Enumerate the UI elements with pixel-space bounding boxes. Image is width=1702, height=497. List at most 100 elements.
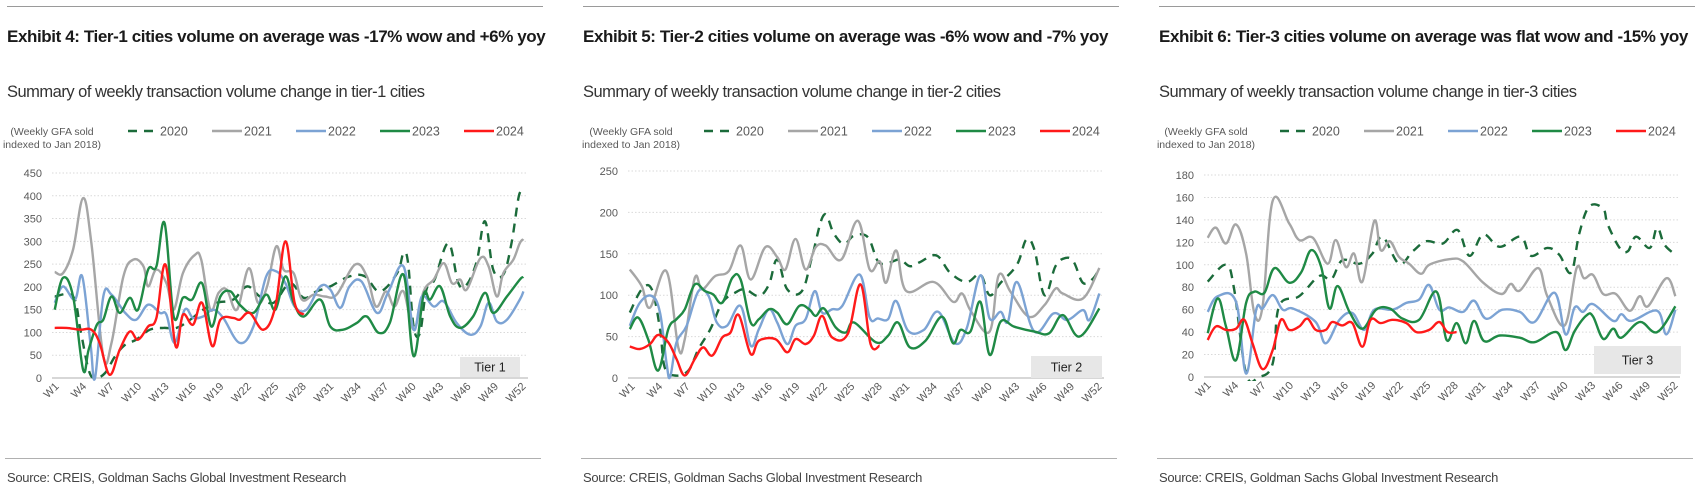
y-tick-label: 100 [24, 327, 42, 339]
x-tick-label: W7 [1248, 380, 1268, 400]
x-tick-label: W19 [202, 381, 226, 405]
y-tick-label: 140 [1176, 215, 1194, 227]
top-divider [583, 6, 1119, 7]
legend-label: 2024 [496, 125, 524, 139]
exhibit-subtitle: Summary of weekly transaction volume cha… [583, 83, 1001, 101]
series-line-2023 [53, 220, 525, 374]
x-tick-label: W22 [805, 381, 829, 405]
legend-label: 2020 [160, 125, 188, 139]
series-line-2023 [1206, 248, 1677, 362]
y-tick-label: 350 [24, 214, 42, 226]
x-tick-label: W40 [394, 381, 418, 405]
legend-item-2020: 2020 [1280, 125, 1340, 139]
legend-item-2021: 2021 [788, 125, 848, 139]
source-note: Source: CREIS, Goldman Sachs Global Inve… [583, 470, 922, 485]
x-tick-label: W16 [751, 381, 775, 405]
x-tick-label: W31 [1464, 380, 1488, 404]
x-tick-label: W31 [888, 381, 912, 405]
x-tick-label: W19 [778, 381, 802, 405]
tier-label: Tier 1 [474, 361, 506, 375]
y-tick-label: 0 [612, 373, 618, 385]
x-tick-label: W34 [1491, 380, 1515, 404]
y-tick-label: 200 [600, 207, 618, 219]
x-tick-label: W34 [339, 381, 363, 405]
series-line-2022 [628, 273, 1101, 380]
y-tick-label: 20 [1182, 350, 1194, 362]
y-tick-label: 400 [24, 191, 42, 203]
legend-item-2024: 2024 [1616, 125, 1676, 139]
x-tick-label: W25 [257, 381, 281, 405]
y-tick-label: 40 [1182, 327, 1194, 339]
series-line-2024 [54, 240, 305, 376]
series-line-2024 [629, 283, 881, 377]
legend-label: 2023 [412, 125, 440, 139]
x-tick-label: W34 [915, 381, 939, 405]
x-tick-label: W1 [42, 381, 62, 401]
x-tick-label: W13 [723, 381, 747, 405]
tier-label-box [1594, 346, 1681, 374]
y-axis-unit-label: (Weekly GFA sold indexed to Jan 2018) [1156, 126, 1256, 151]
x-tick-label: W13 [147, 381, 171, 405]
legend-item-2024: 2024 [1040, 125, 1100, 139]
series-line-2020 [628, 213, 1101, 377]
y-tick-label: 180 [1176, 170, 1194, 182]
x-tick-label: W28 [284, 381, 308, 405]
x-tick-label: W25 [1409, 380, 1433, 404]
series-line-2020 [1206, 203, 1677, 381]
exhibit-title: Exhibit 4: Tier-1 cities volume on avera… [7, 27, 546, 46]
x-tick-label: W22 [1381, 380, 1405, 404]
x-tick-label: W7 [96, 381, 116, 401]
series-line-2024 [1206, 317, 1457, 371]
tier-label-box [460, 357, 520, 377]
legend-label: 2021 [244, 125, 272, 139]
legend-item-2020: 2020 [128, 125, 188, 139]
x-tick-label: W10 [120, 381, 144, 405]
legend-label: 2023 [988, 125, 1016, 139]
y-tick-label: 160 [1176, 192, 1194, 204]
legend-item-2022: 2022 [872, 125, 932, 139]
series-line-2021 [54, 196, 525, 365]
y-tick-label: 50 [606, 332, 618, 344]
source-note: Source: CREIS, Goldman Sachs Global Inve… [1159, 470, 1498, 485]
legend-item-2020: 2020 [704, 125, 764, 139]
x-tick-label: W49 [477, 381, 501, 405]
footer-divider [1157, 458, 1693, 459]
exhibit-title: Exhibit 5: Tier-2 cities volume on avera… [583, 27, 1109, 46]
y-tick-label: 250 [24, 259, 42, 271]
series-line-2021 [1206, 195, 1677, 328]
exhibit-6-panel: Exhibit 6: Tier-3 cities volume on avera… [1157, 0, 1695, 497]
y-tick-label: 150 [600, 249, 618, 261]
exhibit-5-panel: Exhibit 5: Tier-2 cities volume on avera… [581, 0, 1119, 497]
x-tick-label: W13 [1299, 380, 1323, 404]
x-tick-label: W37 [367, 381, 391, 405]
legend-item-2021: 2021 [1364, 125, 1424, 139]
legend-item-2024: 2024 [464, 125, 524, 139]
tier-label: Tier 2 [1051, 361, 1083, 375]
footer-divider [581, 458, 1117, 459]
y-tick-label: 250 [600, 166, 618, 178]
series-line-2023 [628, 272, 1101, 372]
y-tick-label: 100 [1176, 260, 1194, 272]
legend-label: 2022 [1480, 125, 1508, 139]
x-tick-label: W43 [422, 381, 446, 405]
y-tick-label: 100 [600, 290, 618, 302]
top-divider [7, 6, 543, 7]
x-tick-label: W37 [943, 381, 967, 405]
x-tick-label: W16 [175, 381, 199, 405]
legend-label: 2022 [904, 125, 932, 139]
y-tick-label: 200 [24, 282, 42, 294]
legend-item-2023: 2023 [380, 125, 440, 139]
x-tick-label: W22 [229, 381, 253, 405]
exhibit-4-panel: Exhibit 4: Tier-1 cities volume on avera… [3, 0, 546, 497]
x-tick-label: W40 [970, 381, 994, 405]
y-axis-unit-label: (Weekly GFA sold indexed to Jan 2018) [2, 126, 102, 151]
y-tick-label: 300 [24, 236, 42, 248]
x-tick-label: W25 [833, 381, 857, 405]
y-tick-label: 150 [24, 305, 42, 317]
top-divider [1159, 6, 1695, 7]
footer-divider [5, 458, 541, 459]
legend-item-2021: 2021 [212, 125, 272, 139]
